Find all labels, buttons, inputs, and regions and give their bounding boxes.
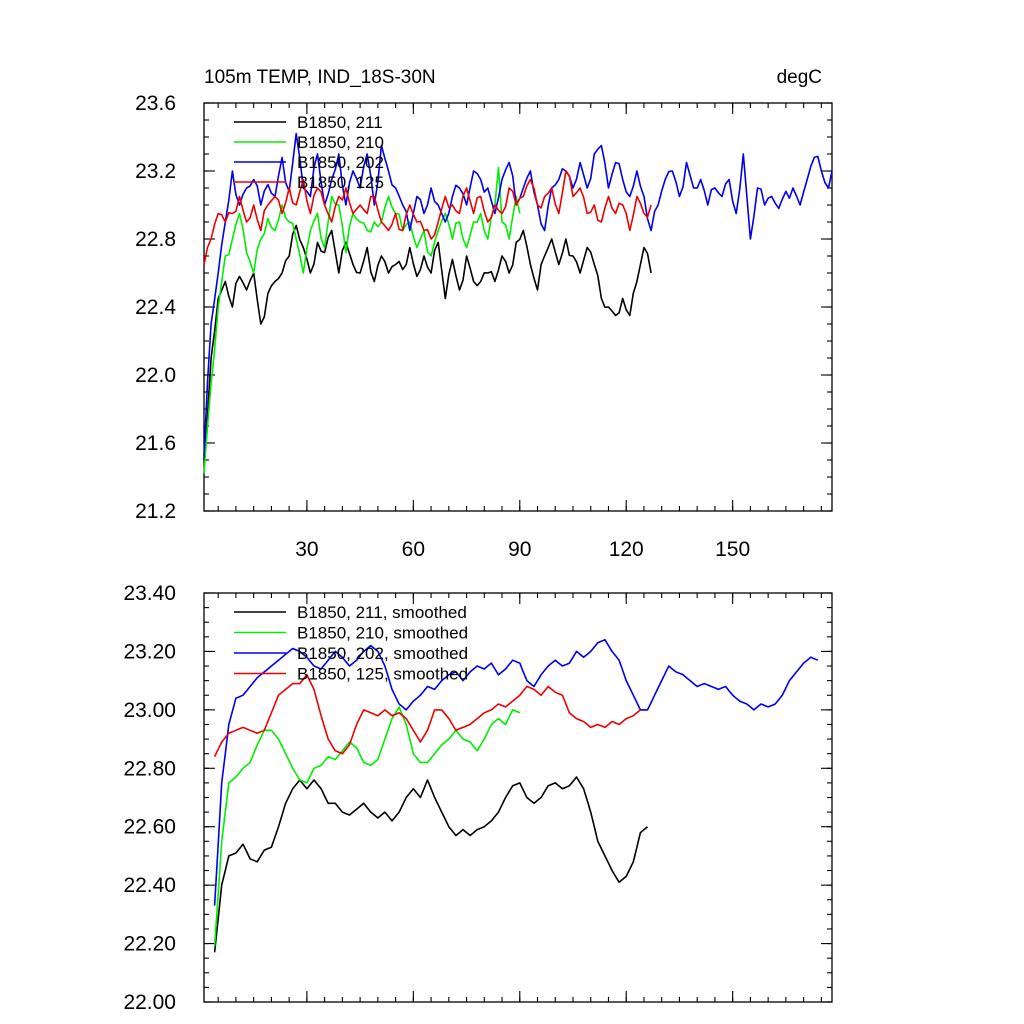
y-tick-label: 21.2 (135, 500, 176, 523)
series-line-b1850-202-smoothed (213, 638, 819, 906)
legend-label: B1850, 125, smoothed (297, 665, 468, 684)
y-tick-label: 22.80 (123, 757, 176, 780)
series-line-b1850-125-smoothed (213, 674, 641, 757)
legend-label: B1850, 125 (297, 173, 384, 192)
y-tick-label: 23.6 (135, 92, 176, 115)
legend-label: B1850, 211, smoothed (297, 603, 467, 622)
chart-title: 105m TEMP, IND_18S-30N (204, 67, 436, 88)
y-tick-label: 22.00 (123, 991, 176, 1014)
y-tick-label: 22.0 (135, 364, 176, 387)
x-tick-label: 150 (715, 538, 750, 561)
series-line-b1850-211-smoothed (213, 776, 649, 953)
y-tick-label: 22.8 (135, 228, 176, 251)
x-tick-label: 90 (508, 538, 531, 561)
series-line-b1850-125 (203, 170, 652, 265)
legend-label: B1850, 202 (297, 153, 384, 172)
y-tick-label: 23.40 (123, 582, 176, 605)
y-tick-label: 22.60 (123, 816, 176, 839)
x-tick-label: 30 (295, 538, 318, 561)
chart-panel-1: 105m TEMP, IND_18S-30N degC 21.2 21.6 22.0 22… (135, 67, 833, 561)
y-tick-label: 22.4 (135, 296, 176, 319)
y-tick-label: 23.00 (123, 699, 176, 722)
legend-label: B1850, 202, smoothed (297, 644, 468, 663)
units-label: degC (777, 67, 822, 88)
series-line-b1850-210-smoothed (213, 706, 521, 947)
x-tick-label: 60 (402, 538, 425, 561)
y-tick-label: 22.20 (123, 933, 176, 956)
chart-panel-2: 22.00 22.20 22.40 22.60 22.80 23.00 23.20 23.40… (123, 582, 833, 1014)
legend-label: B1850, 210 (297, 133, 384, 152)
legend-label: B1850, 210, smoothed (297, 624, 468, 643)
y-tick-label: 23.20 (123, 640, 176, 663)
x-tick-label: 120 (609, 538, 644, 561)
y-tick-label: 22.40 (123, 874, 176, 897)
y-tick-label: 21.6 (135, 432, 176, 455)
y-tick-label: 23.2 (135, 160, 176, 183)
series-line-b1850-210 (203, 166, 521, 474)
series-line-b1850-211 (203, 224, 652, 461)
legend-label: B1850, 211 (297, 113, 383, 132)
